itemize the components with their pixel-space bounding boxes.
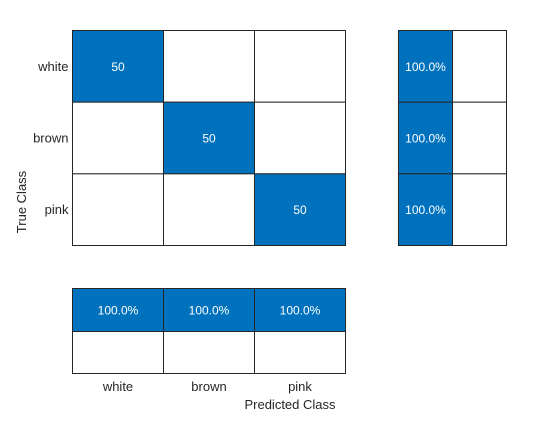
column-summary-value: 100.0% — [98, 304, 139, 318]
column-summary-empty-cell — [72, 331, 164, 374]
true-class-tick-label: white — [37, 59, 68, 74]
row-summary-empty-cell — [452, 101, 507, 175]
true-class-tick-label: brown — [33, 131, 68, 146]
matrix-cell — [254, 173, 346, 247]
row-summary-value: 100.0% — [405, 132, 446, 146]
x-axis-label: Predicted Class — [244, 397, 336, 412]
true-class-tick-labels: white brown pink — [33, 59, 69, 217]
matrix-cell-value: 50 — [293, 203, 307, 217]
column-summary-cell — [163, 288, 255, 332]
matrix-cell — [72, 30, 164, 103]
matrix-cell-value: 50 — [202, 132, 216, 146]
matrix-cell-value: 50 — [111, 60, 125, 74]
y-axis-label: True Class — [14, 170, 29, 233]
row-summary: 100.0% 100.0% 100.0% — [398, 30, 507, 247]
row-summary-empty-cell — [452, 30, 507, 103]
column-summary-value: 100.0% — [189, 304, 230, 318]
matrix-cell — [72, 101, 164, 175]
column-summary-value: 100.0% — [280, 304, 321, 318]
column-summary: 100.0% 100.0% 100.0% — [72, 288, 346, 374]
column-summary-empty-cell — [254, 331, 346, 374]
row-summary-empty-cell — [452, 173, 507, 247]
column-summary-empty-cell — [163, 331, 255, 374]
row-summary-value: 100.0% — [405, 60, 446, 74]
matrix-cell — [163, 30, 255, 103]
matrix-cell — [163, 101, 255, 175]
row-summary-cell — [398, 173, 453, 247]
predicted-class-tick-label: white — [102, 379, 133, 394]
true-class-tick-label: pink — [45, 202, 69, 217]
matrix-cell — [72, 173, 164, 247]
matrix-cell — [254, 101, 346, 175]
confusion-matrix: 50 50 50 — [72, 30, 346, 247]
predicted-class-tick-label: pink — [288, 379, 312, 394]
predicted-class-tick-labels: white brown pink — [102, 379, 313, 394]
predicted-class-tick-label: brown — [191, 379, 226, 394]
row-summary-value: 100.0% — [405, 203, 446, 217]
matrix-cell — [163, 173, 255, 247]
matrix-cell — [254, 30, 346, 103]
